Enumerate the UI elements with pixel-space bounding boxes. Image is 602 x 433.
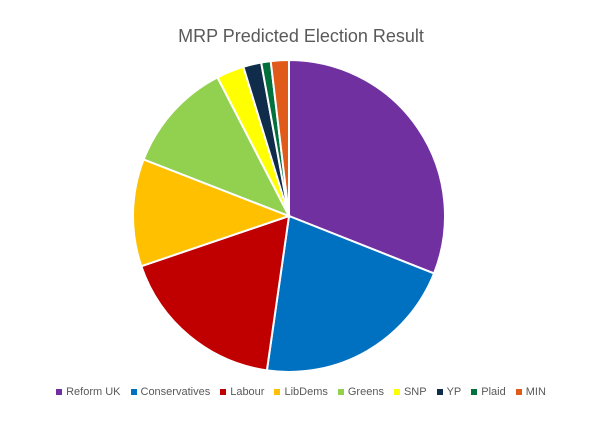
legend-label: Plaid	[481, 386, 506, 398]
legend-item-conservatives: Conservatives	[130, 386, 211, 398]
legend-label: LibDems	[284, 386, 328, 398]
legend-item-min: MIN	[515, 386, 546, 398]
legend-swatch	[393, 389, 400, 395]
legend-label: Reform UK	[66, 386, 121, 398]
legend-item-reform-uk: Reform UK	[56, 386, 121, 398]
legend-swatch	[337, 389, 344, 395]
legend-swatch	[220, 389, 227, 395]
legend-label: YP	[446, 386, 462, 398]
legend-item-labour: Labour	[220, 386, 264, 398]
legend-swatch	[436, 389, 443, 395]
chart-title: MRP Predicted Election Result	[178, 26, 424, 46]
pie-slice-libdems	[132, 158, 292, 268]
legend-item-snp: SNP	[393, 386, 427, 398]
chart-legend: Reform UK Conservatives Labour LibDems Green…	[0, 386, 602, 398]
pie-slice-greens	[142, 76, 292, 218]
legend-swatch	[274, 389, 281, 395]
legend-swatch	[130, 389, 137, 395]
legend-label: SNP	[403, 386, 427, 398]
legend-item-libdems: LibDems	[274, 386, 328, 398]
legend-label: Conservatives	[140, 386, 211, 398]
legend-swatch	[471, 389, 478, 395]
legend-label: Labour	[230, 386, 265, 398]
legend-item-yp: YP	[436, 386, 462, 398]
pie-slice-min	[269, 58, 290, 217]
legend-item-greens: Greens	[337, 386, 384, 398]
pie-slice-conservatives	[265, 214, 436, 373]
pie-slice-reform-uk	[288, 58, 446, 275]
legend-label: MIN	[525, 386, 546, 398]
legend-label: Greens	[347, 386, 384, 398]
legend-swatch	[56, 389, 63, 395]
legend-swatch	[515, 389, 522, 395]
legend-item-plaid: Plaid	[471, 386, 506, 398]
